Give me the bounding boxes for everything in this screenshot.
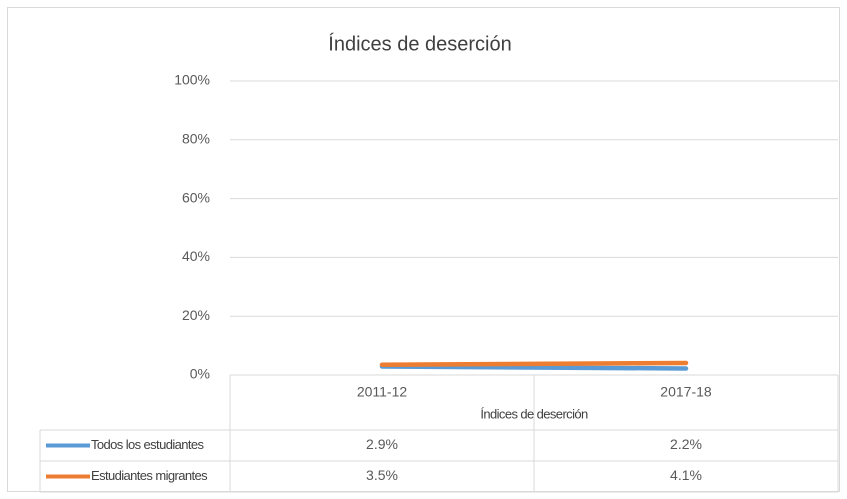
x-tick-label: 2011-12 (357, 384, 408, 400)
x-axis-label: Índices de deserción (480, 406, 588, 421)
y-tick-label: 20% (182, 307, 210, 323)
table-value: 3.5% (366, 467, 398, 483)
x-tick-label: 2017-18 (660, 384, 712, 400)
legend-label: Todos los estudiantes (91, 437, 205, 452)
y-tick-label: 100% (174, 72, 210, 88)
legend-label: Estudiantes migrantes (91, 468, 208, 483)
y-tick-label: 80% (182, 131, 210, 147)
y-tick-label: 0% (190, 366, 210, 382)
y-tick-label: 40% (182, 248, 210, 264)
chart-frame (7, 7, 840, 492)
y-tick-label: 60% (182, 189, 210, 205)
series-line (379, 360, 689, 367)
series-line (379, 364, 689, 371)
table-value: 2.2% (670, 436, 702, 452)
table-value: 4.1% (670, 467, 702, 483)
chart-title: Índices de deserción (328, 32, 511, 55)
table-value: 2.9% (366, 436, 398, 452)
